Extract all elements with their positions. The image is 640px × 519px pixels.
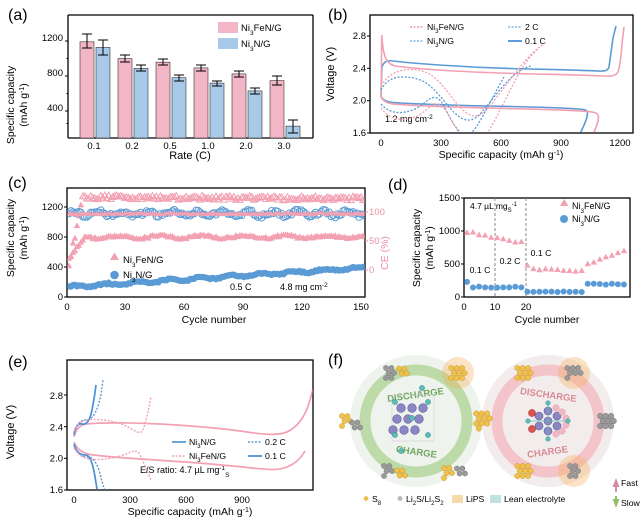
svg-text:0.5 C: 0.5 C bbox=[230, 282, 252, 292]
svg-text:Ni3FeN/G: Ni3FeN/G bbox=[123, 255, 163, 269]
svg-text:1.2 mg cm-2: 1.2 mg cm-2 bbox=[385, 114, 433, 125]
svg-text:1500: 1500 bbox=[439, 193, 460, 204]
svg-text:Cycle number: Cycle number bbox=[515, 314, 580, 326]
svg-text:20: 20 bbox=[521, 302, 532, 313]
svg-text:Voltage (V): Voltage (V) bbox=[5, 405, 17, 459]
svg-text:1000: 1000 bbox=[439, 226, 460, 237]
svg-text:4.7 µL mgS-1: 4.7 µL mgS-1 bbox=[470, 201, 518, 214]
svg-text:300: 300 bbox=[122, 495, 138, 506]
svg-text:Ni3FeN/G: Ni3FeN/G bbox=[427, 22, 464, 35]
svg-text:0: 0 bbox=[64, 302, 69, 313]
svg-text:LiPS: LiPS bbox=[466, 494, 485, 504]
svg-text:60: 60 bbox=[179, 302, 190, 313]
svg-text:Specific capacity (mAh g-1): Specific capacity (mAh g-1) bbox=[128, 506, 253, 518]
svg-text:900: 900 bbox=[234, 495, 250, 506]
svg-text:120: 120 bbox=[294, 302, 310, 313]
svg-text:600: 600 bbox=[178, 495, 194, 506]
svg-text:Cycle number: Cycle number bbox=[182, 314, 247, 326]
svg-text:0.1 C: 0.1 C bbox=[470, 265, 491, 275]
svg-text:0.1: 0.1 bbox=[87, 141, 100, 152]
svg-text:Rate (C): Rate (C) bbox=[169, 150, 211, 162]
svg-text:0.1 C: 0.1 C bbox=[265, 451, 286, 461]
svg-text:2.0: 2.0 bbox=[50, 454, 63, 465]
svg-text:400: 400 bbox=[47, 262, 63, 273]
svg-text:(b): (b) bbox=[328, 7, 348, 24]
svg-text:1200: 1200 bbox=[42, 202, 63, 213]
svg-text:Lean electrolyte: Lean electrolyte bbox=[504, 494, 566, 504]
svg-text:2.0: 2.0 bbox=[353, 96, 366, 107]
svg-text:0: 0 bbox=[58, 292, 63, 303]
svg-text:(e): (e) bbox=[8, 354, 28, 371]
svg-text:1200: 1200 bbox=[42, 33, 63, 44]
svg-text:Li2S/Li2S2: Li2S/Li2S2 bbox=[406, 494, 444, 507]
svg-text:Fast: Fast bbox=[621, 478, 638, 488]
svg-text:(f): (f) bbox=[328, 352, 343, 369]
svg-text:400: 400 bbox=[47, 103, 63, 114]
svg-text:(mAh g-1): (mAh g-1) bbox=[18, 83, 30, 127]
svg-text:Specific capacity: Specific capacity bbox=[5, 198, 17, 277]
svg-text:1200: 1200 bbox=[609, 138, 630, 149]
svg-text:0: 0 bbox=[71, 495, 76, 506]
svg-text:Voltage (V): Voltage (V) bbox=[325, 47, 337, 101]
svg-text:0: 0 bbox=[461, 302, 466, 313]
svg-text:30: 30 bbox=[120, 302, 131, 313]
svg-text:0.2 C: 0.2 C bbox=[500, 256, 521, 266]
svg-text:1.6: 1.6 bbox=[353, 128, 366, 139]
svg-text:Ni3FeN/G: Ni3FeN/G bbox=[572, 201, 611, 215]
svg-text:90: 90 bbox=[238, 302, 249, 313]
svg-text:900: 900 bbox=[553, 138, 569, 149]
svg-text:Ni3N/G: Ni3N/G bbox=[572, 214, 600, 228]
svg-text:(a): (a) bbox=[8, 7, 28, 24]
svg-text:2 C: 2 C bbox=[525, 22, 539, 32]
svg-text:Ni3N/G: Ni3N/G bbox=[427, 36, 454, 49]
svg-text:E/S ratio: 4.7 µL mg-1S: E/S ratio: 4.7 µL mg-1S bbox=[140, 465, 230, 479]
svg-text:2.8: 2.8 bbox=[50, 391, 63, 402]
svg-text:0.2: 0.2 bbox=[125, 141, 138, 152]
svg-text:Slow: Slow bbox=[621, 498, 640, 508]
svg-text:(d): (d) bbox=[388, 177, 408, 194]
svg-text:Specific capacity (mAh g-1): Specific capacity (mAh g-1) bbox=[439, 149, 564, 161]
svg-text:300: 300 bbox=[433, 138, 449, 149]
svg-text:600: 600 bbox=[493, 138, 509, 149]
svg-text:(c): (c) bbox=[8, 175, 27, 192]
svg-text:2.8: 2.8 bbox=[353, 31, 366, 42]
svg-text:Specific capacity: Specific capacity bbox=[5, 65, 17, 144]
svg-text:500: 500 bbox=[444, 259, 460, 270]
svg-text:(mAh g-1): (mAh g-1) bbox=[424, 226, 436, 270]
svg-text:Specific capacity: Specific capacity bbox=[411, 208, 423, 287]
svg-text:(mAh g-1): (mAh g-1) bbox=[18, 216, 30, 260]
svg-text:2.4: 2.4 bbox=[50, 422, 63, 433]
svg-text:10: 10 bbox=[490, 302, 501, 313]
svg-text:0: 0 bbox=[378, 138, 383, 149]
svg-text:0: 0 bbox=[455, 292, 460, 303]
svg-text:S8: S8 bbox=[372, 494, 382, 507]
svg-text:2.0: 2.0 bbox=[239, 141, 252, 152]
svg-text:0.2 C: 0.2 C bbox=[265, 437, 286, 447]
svg-text:0.1 C: 0.1 C bbox=[531, 248, 552, 258]
svg-text:3.0: 3.0 bbox=[277, 141, 290, 152]
svg-text:Ni3FeN/G: Ni3FeN/G bbox=[241, 23, 282, 37]
svg-text:800: 800 bbox=[47, 232, 63, 243]
svg-text:Ni3N/G: Ni3N/G bbox=[241, 39, 271, 53]
svg-text:1.6: 1.6 bbox=[50, 485, 63, 496]
svg-text:2.4: 2.4 bbox=[353, 63, 366, 74]
svg-text:800: 800 bbox=[47, 68, 63, 79]
svg-text:Ni3N/G: Ni3N/G bbox=[189, 437, 216, 450]
